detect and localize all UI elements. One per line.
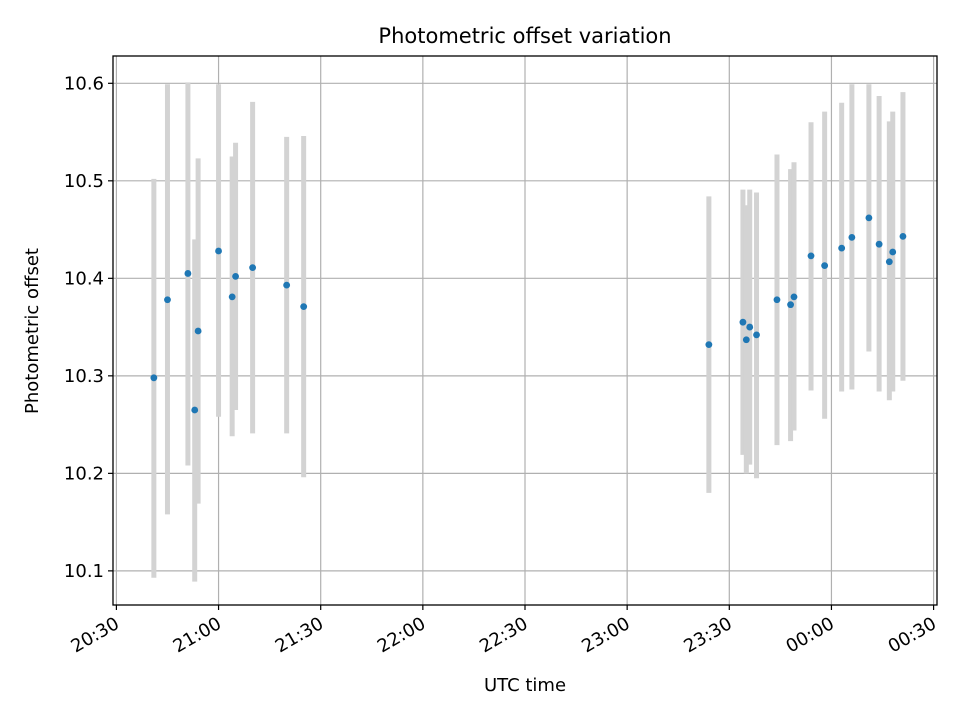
data-point (838, 244, 846, 252)
data-point (283, 281, 291, 289)
data-point (249, 264, 257, 272)
y-axis-ticks: 10.1 10.2 10.3 10.4 10.5 10.6 (64, 73, 113, 582)
data-point (184, 270, 192, 277)
data-point (807, 252, 815, 260)
x-tick-label: 22:00 (374, 613, 429, 657)
data-point (150, 374, 158, 382)
y-tick-label: 10.1 (64, 561, 104, 582)
y-axis-label: Photometric offset (22, 248, 43, 414)
y-tick-label: 10.2 (64, 463, 104, 484)
data-point (739, 318, 747, 326)
x-axis-ticks: 20:30 21:00 21:30 22:00 22:30 23:00 23:30 00:00… (67, 605, 940, 657)
data-point (753, 331, 760, 339)
x-axis-label: UTC time (484, 675, 566, 696)
chart-title: Photometric offset variation (378, 24, 671, 48)
data-point (875, 240, 883, 248)
x-tick-label: 00:00 (783, 613, 838, 657)
data-point (191, 406, 199, 414)
data-point (899, 232, 907, 240)
data-point (232, 272, 239, 280)
data-point (215, 247, 222, 255)
y-tick-label: 10.6 (64, 73, 104, 94)
data-point (787, 301, 794, 309)
data-point (742, 336, 750, 344)
data-point (865, 214, 873, 222)
data-point (773, 296, 781, 304)
point-layer (150, 214, 907, 414)
data-point (705, 341, 713, 349)
data-point (300, 303, 308, 311)
x-tick-label: 21:00 (170, 613, 225, 657)
x-tick-label: 20:30 (67, 613, 122, 657)
y-tick-label: 10.4 (64, 268, 104, 289)
data-point (164, 296, 171, 304)
x-tick-label: 23:30 (680, 613, 735, 657)
data-point (885, 258, 893, 266)
x-tick-label: 23:00 (578, 613, 633, 657)
errorbar-layer (151, 82, 906, 582)
data-point (194, 327, 202, 335)
data-point (848, 233, 856, 241)
x-tick-label: 21:30 (272, 613, 327, 657)
data-point (790, 293, 798, 301)
x-tick-label: 22:30 (476, 613, 531, 657)
data-point (746, 323, 754, 331)
data-point (821, 262, 829, 270)
data-point (889, 248, 897, 256)
x-tick-label: 00:30 (885, 613, 940, 657)
y-tick-label: 10.5 (64, 171, 104, 192)
y-tick-label: 10.3 (64, 366, 104, 387)
data-point (228, 293, 236, 301)
